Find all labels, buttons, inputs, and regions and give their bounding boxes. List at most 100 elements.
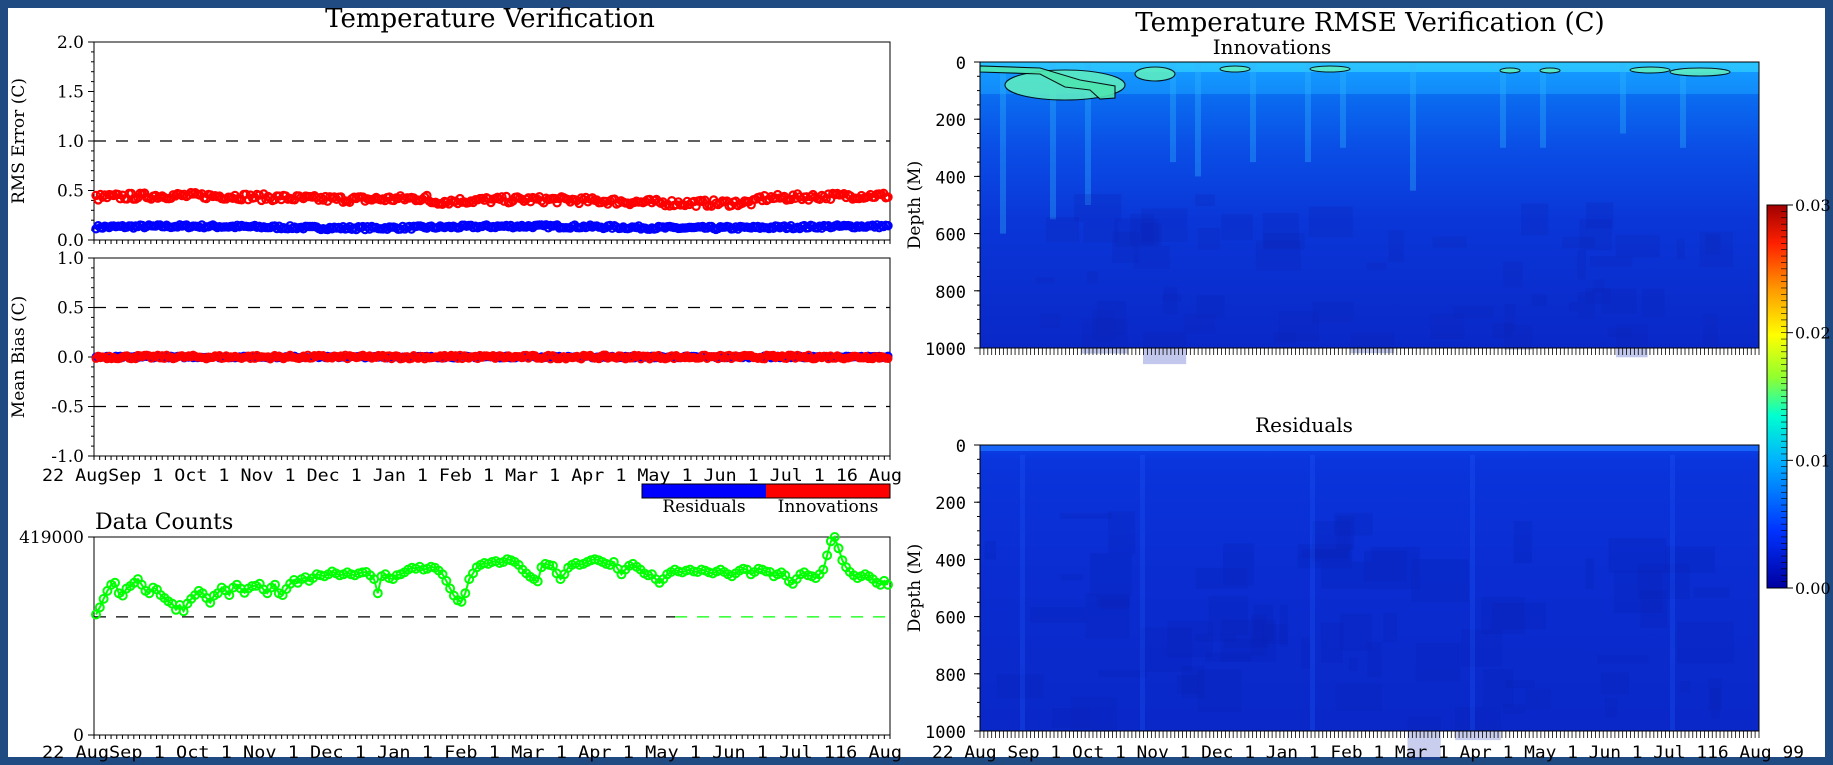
innovations-texture xyxy=(1432,236,1467,248)
innovations-heatmap: Innovations 0 200 400 600 800 1000 Depth (M) xyxy=(905,35,1760,365)
innovations-texture xyxy=(1430,313,1465,339)
colorbar-tick-label: 0.00 xyxy=(1795,579,1831,598)
right-xticks: 22 Aug Sep 1 Oct 1 Nov 1 Dec 1 Jan 1 Feb… xyxy=(932,743,1804,763)
innovations-texture xyxy=(1641,288,1665,317)
counts-point xyxy=(822,550,833,561)
bias-ylabel: Mean Bias (C) xyxy=(9,296,29,418)
rms-error-panel: 0.0 0.5 1.0 1.5 2.0 RMS Error (C) xyxy=(9,33,893,251)
innovations-texture xyxy=(1504,324,1533,350)
counts-point xyxy=(833,543,844,554)
innovations-texture xyxy=(1221,214,1253,241)
colorbar-tick-label: 0.01 xyxy=(1795,451,1831,470)
residuals-texture xyxy=(1491,602,1546,630)
innovations-texture xyxy=(1607,327,1632,338)
innovations-texture xyxy=(1308,206,1353,238)
innovations-contour xyxy=(1309,65,1351,73)
mean-bias-panel: -1.0 -0.5 0.0 0.5 1.0 Mean Bias (C) 22 AugSe… xyxy=(9,249,902,486)
left-title: Temperature Verification xyxy=(325,4,655,34)
innovations-ytick-label: 0 xyxy=(956,54,966,74)
residuals-texture xyxy=(1415,643,1461,682)
counts-point xyxy=(94,602,105,613)
innovations-texture xyxy=(1255,240,1301,271)
residuals-texture xyxy=(1108,511,1136,554)
innovations-ytick-label: 600 xyxy=(935,226,966,246)
innovations-texture xyxy=(1096,301,1126,335)
right-title: Temperature RMSE Verification (C) xyxy=(1135,8,1604,38)
counts-point xyxy=(547,560,558,571)
innovations-texture xyxy=(1130,213,1154,245)
residuals-texture xyxy=(1411,559,1469,603)
residuals-texture xyxy=(1302,549,1349,559)
innovations-texture xyxy=(1092,309,1116,342)
innovations-streak xyxy=(1620,62,1626,134)
innovations-texture xyxy=(1141,208,1188,242)
residuals-texture xyxy=(1679,681,1691,693)
counts-xticks: 22 AugSep 1 Oct 1 Nov 1 Dec 1 Jan 1 Feb … xyxy=(42,743,902,763)
counts-point xyxy=(110,577,120,588)
residuals-texture xyxy=(1367,642,1382,678)
residuals-texture xyxy=(1608,538,1667,573)
innovations-texture xyxy=(1195,194,1215,206)
innovations-texture xyxy=(1531,294,1547,307)
innovations-texture xyxy=(1312,302,1354,324)
counts-point xyxy=(98,593,109,604)
residuals-texture xyxy=(1640,590,1668,628)
residuals-streak xyxy=(1020,455,1025,731)
data-counts-panel: Data Counts 0 419000 22 AugSep 1 Oct 1 No… xyxy=(19,510,902,763)
innovations-texture xyxy=(1263,233,1305,250)
innovations-texture xyxy=(1577,292,1595,319)
innovations-bias-point xyxy=(883,354,893,364)
counts-point xyxy=(270,579,280,590)
innovations-texture xyxy=(1083,221,1118,243)
colorbar: 0.03 0.02 0.01 0.00 xyxy=(1766,196,1831,598)
residuals-texture xyxy=(1363,550,1407,582)
residuals-texture xyxy=(1321,561,1372,589)
innovations-ytick-label: 200 xyxy=(935,111,966,131)
innovations-streak xyxy=(1170,62,1176,163)
residuals-texture xyxy=(1340,613,1372,651)
bias-xticks: 22 AugSep 1 Oct 1 Nov 1 Dec 1 Jan 1 Feb … xyxy=(42,466,902,486)
residuals-ytick-label: 1000 xyxy=(925,723,966,743)
rms-ytick-label: 0.0 xyxy=(57,231,84,251)
innovations-texture xyxy=(1592,279,1605,293)
innovations-texture xyxy=(1045,217,1080,243)
residuals-texture xyxy=(1482,669,1513,708)
residuals-texture xyxy=(1505,680,1535,688)
innovations-texture xyxy=(1702,313,1718,349)
residuals-texture xyxy=(1100,597,1129,610)
innovations-texture xyxy=(1074,194,1122,222)
residuals-texture xyxy=(1167,621,1213,658)
residuals-texture xyxy=(1070,697,1117,732)
residuals-texture xyxy=(1096,595,1131,607)
residuals-texture xyxy=(1597,655,1649,664)
innovations-contour xyxy=(1629,66,1671,74)
residuals-texture xyxy=(1676,621,1734,664)
innovations-streak xyxy=(1305,62,1311,163)
innovations-texture xyxy=(1616,324,1648,358)
innovations-texture xyxy=(1503,261,1523,288)
bias-ytick-label: 0.5 xyxy=(57,299,84,319)
residuals-ytick-label: 200 xyxy=(935,494,966,514)
innovations-contour xyxy=(1669,67,1731,77)
residuals-streak xyxy=(1310,455,1315,731)
innovations-texture xyxy=(1492,322,1513,339)
innovations-texture xyxy=(1569,302,1579,312)
residuals-texture xyxy=(1383,612,1397,642)
innovations-texture xyxy=(1278,311,1319,342)
residuals-ytick-label: 600 xyxy=(935,609,966,629)
innovations-surface-band xyxy=(980,62,1759,72)
counts-point xyxy=(761,566,772,577)
innovations-texture xyxy=(1350,332,1395,354)
counts-point xyxy=(178,606,189,617)
residuals-streak xyxy=(1140,455,1145,731)
innovations-texture xyxy=(1139,223,1162,246)
bias-ytick-label: 0.0 xyxy=(57,348,84,368)
counts-point xyxy=(456,596,467,607)
counts-ytick-label: 419000 xyxy=(19,528,84,548)
residuals-texture xyxy=(996,674,1044,699)
innovations-streak xyxy=(1195,62,1201,177)
residuals-texture xyxy=(1195,634,1237,642)
residuals-surface-band xyxy=(980,445,1759,451)
bias-ytick-label: -0.5 xyxy=(51,398,84,418)
